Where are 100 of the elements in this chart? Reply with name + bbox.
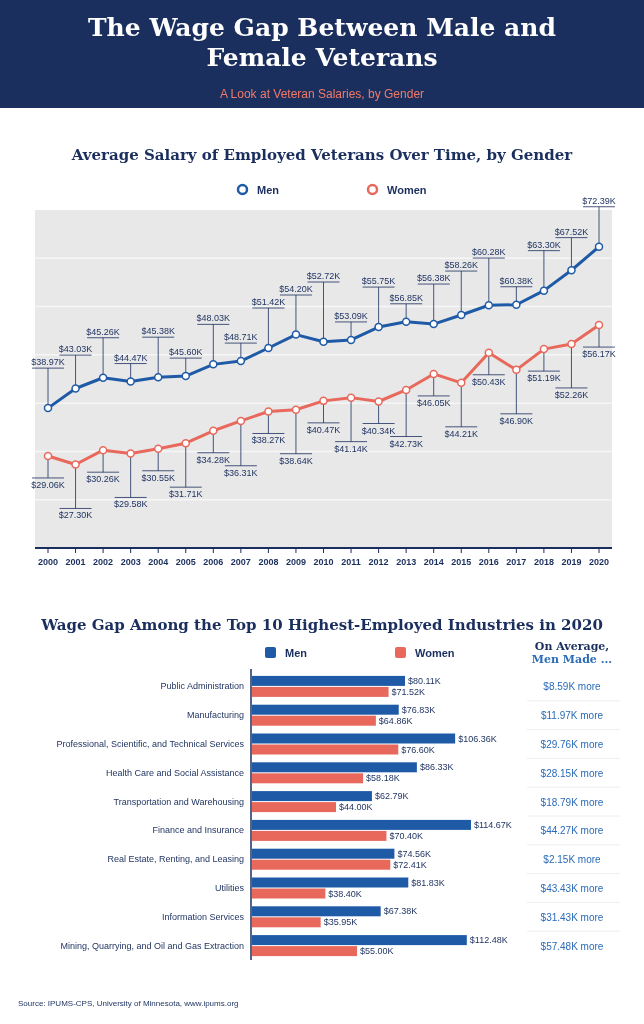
legend-label: Men [257, 184, 280, 196]
data-label: $38.27K [251, 435, 286, 446]
point [236, 416, 246, 426]
data-label: $53.09K [334, 310, 368, 321]
data-label: $60.28K [472, 247, 506, 258]
text: The Wage Gap Between Male and Female Veterans [88, 13, 556, 72]
data-label: $40.34K [361, 425, 396, 436]
text: $18.79K more [540, 796, 604, 808]
bar [252, 848, 395, 859]
x-tick-label: 2007 [230, 557, 251, 567]
x-tick-label: 2016 [478, 557, 499, 567]
data-label: $36.31K [224, 467, 258, 478]
data-label: $86.33K [419, 762, 454, 773]
bar [252, 715, 376, 726]
chart-title: Wage Gap Among the Top 10 Highest-Employed Industries in 2020 [40, 616, 603, 634]
x-tick-label: 2005 [175, 557, 196, 567]
data-label: $60.38K [499, 275, 534, 286]
point [236, 356, 246, 366]
point [457, 310, 466, 320]
legend-label: Men [285, 647, 308, 659]
point [43, 451, 53, 461]
bar [252, 791, 372, 802]
data-label: $43.03K [58, 344, 93, 355]
data-label: $35.95K [323, 917, 358, 928]
bar [252, 946, 358, 957]
text: On Average, Men Made ... [531, 640, 613, 666]
data-label: $76.60K [401, 744, 435, 755]
point [539, 286, 549, 295]
data-label: $38.97K [31, 357, 65, 368]
data-label: $80.11K [408, 675, 441, 686]
point [539, 344, 549, 354]
x-tick-label: 2006 [203, 557, 224, 567]
x-tick-label: 2020 [588, 557, 610, 567]
x-tick-label: 2013 [396, 557, 417, 567]
data-label: $58.18K [366, 773, 400, 784]
data-label: $45.60K [168, 347, 203, 358]
data-label: $106.36K [458, 733, 497, 744]
text: $44.27K more [540, 825, 604, 837]
data-label: $71.52K [391, 686, 426, 697]
point [319, 337, 328, 346]
data-label: $55.75K [361, 276, 396, 287]
x-tick-label: 2019 [561, 557, 582, 567]
data-label: $51.42K [251, 297, 286, 307]
data-label: $45.26K [86, 326, 120, 337]
point [484, 348, 494, 358]
data-label: $50.43K [472, 376, 506, 387]
data-label: $38.64K [279, 455, 313, 466]
bar [252, 888, 326, 899]
data-label: $114.67K [474, 819, 512, 830]
data-label: $63.30K [527, 239, 561, 250]
data-label: $44.21K [444, 428, 479, 439]
point [209, 360, 218, 369]
point [264, 343, 273, 353]
data-label: $81.83K [411, 877, 445, 888]
data-label: $38.40K [328, 888, 362, 899]
point [401, 385, 411, 395]
data-label: $72.41K [393, 859, 427, 870]
source-note: Source: IPUMS-CPS, University of Minnesota, www.ipums.org [18, 999, 239, 1008]
data-label: $52.72K [306, 271, 341, 281]
point [181, 438, 190, 448]
point [291, 405, 301, 414]
point [567, 339, 576, 349]
data-label: $31.71K [168, 489, 203, 500]
x-tick-label: 2012 [368, 557, 389, 567]
data-label: $74.56K [397, 848, 431, 859]
data-label: $45.38K [141, 326, 175, 337]
point [429, 319, 438, 329]
text: $11.97K more [540, 710, 604, 722]
x-tick-label: 2001 [65, 557, 86, 567]
chart-title: Average Salary of Employed Veterans Over Time, by Gender [70, 146, 574, 164]
data-label: $76.83K [401, 704, 436, 715]
data-label: $46.90K [499, 415, 534, 426]
point [153, 444, 163, 454]
data-label: $27.30K [58, 510, 93, 521]
data-label: $72.39K [582, 195, 616, 206]
bar [252, 917, 321, 928]
data-label: $30.55K [141, 472, 175, 483]
point [209, 426, 218, 436]
point [43, 403, 53, 413]
x-tick-label: 2017 [506, 557, 527, 567]
y-tick-label: Public Administration [160, 681, 244, 692]
x-tick-label: 2004 [148, 557, 169, 567]
legend-label: Women [387, 184, 427, 196]
x-tick-label: 2008 [258, 557, 279, 567]
data-label: $56.17K [582, 349, 616, 360]
bar [252, 762, 417, 773]
text: $31.43K more [540, 911, 604, 923]
point [98, 445, 108, 455]
x-tick-label: 2015 [451, 557, 472, 567]
point [374, 397, 383, 406]
y-tick-label: Utilities [214, 883, 245, 893]
bar [252, 935, 467, 946]
point [126, 449, 135, 458]
point [98, 373, 108, 382]
point [346, 393, 356, 402]
point [319, 396, 328, 406]
point [264, 407, 273, 416]
legend-label: Women [415, 647, 455, 659]
data-label: $112.48K [469, 935, 508, 946]
point [71, 460, 80, 469]
